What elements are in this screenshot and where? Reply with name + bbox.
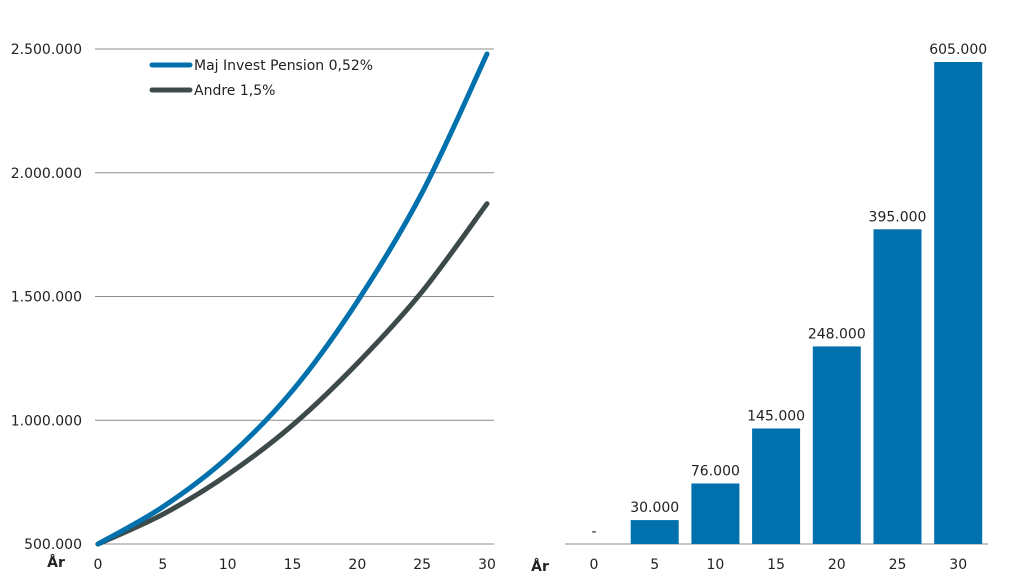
line-series-1 bbox=[95, 201, 490, 547]
line-chart-x-tick-label: 0 bbox=[94, 557, 103, 573]
line-chart-series bbox=[95, 51, 490, 547]
bar-chart-x-axis-label: År bbox=[531, 558, 549, 575]
line-chart-x-tick-label: 5 bbox=[158, 557, 167, 573]
line-chart-y-tick-label: 2.000.000 bbox=[11, 166, 82, 182]
line-chart-x-axis-label: År bbox=[47, 554, 65, 571]
bar-data-label: 76.000 bbox=[691, 463, 740, 479]
bar bbox=[812, 346, 861, 544]
bar-data-label: 145.000 bbox=[747, 408, 805, 424]
bar bbox=[691, 483, 740, 544]
bar-x-tick-label: 0 bbox=[590, 557, 599, 573]
bar-x-tick-label: 15 bbox=[767, 557, 785, 573]
bar bbox=[630, 520, 679, 544]
line-chart-x-tick-label: 10 bbox=[219, 557, 237, 573]
bar-data-label: - bbox=[591, 524, 596, 540]
line-chart-x-tick-labels: 0 5 10 15 20 25 30 bbox=[94, 557, 496, 573]
bar bbox=[873, 229, 922, 544]
line-chart-y-tick-label: 1.000.000 bbox=[11, 413, 82, 429]
bar-chart-bars bbox=[630, 62, 983, 544]
line-chart-x-tick-label: 25 bbox=[413, 557, 431, 573]
bar-chart-data-labels: - 30.000 76.000 145.000 248.000 395.000 605.00… bbox=[591, 42, 987, 540]
line-chart: 500.000 1.000.000 1.500.000 2.000.000 2.500.… bbox=[11, 42, 496, 573]
legend-label: Maj Invest Pension 0,52% bbox=[194, 58, 373, 74]
line-series-0 bbox=[95, 51, 490, 547]
bar-x-tick-label: 10 bbox=[706, 557, 724, 573]
line-chart-y-tick-label: 500.000 bbox=[24, 537, 82, 553]
line-chart-x-tick-label: 30 bbox=[478, 557, 496, 573]
line-chart-x-tick-label: 15 bbox=[284, 557, 302, 573]
bar-chart: - 30.000 76.000 145.000 248.000 395.000 605.00… bbox=[531, 42, 988, 575]
legend-label: Andre 1,5% bbox=[194, 83, 275, 99]
bar bbox=[752, 428, 801, 544]
bar-data-label: 248.000 bbox=[808, 326, 866, 342]
bar-x-tick-label: 20 bbox=[828, 557, 846, 573]
bar bbox=[934, 62, 983, 544]
line-chart-x-tick-label: 20 bbox=[348, 557, 366, 573]
line-chart-legend: Maj Invest Pension 0,52% Andre 1,5% bbox=[149, 58, 373, 99]
line-chart-y-tick-labels: 500.000 1.000.000 1.500.000 2.000.000 2.500.… bbox=[11, 42, 82, 553]
bar-x-tick-label: 25 bbox=[889, 557, 907, 573]
line-chart-y-tick-label: 2.500.000 bbox=[11, 42, 82, 58]
line-chart-y-tick-label: 1.500.000 bbox=[11, 290, 82, 306]
bar-data-label: 605.000 bbox=[929, 42, 987, 58]
bar-x-tick-label: 30 bbox=[949, 557, 967, 573]
bar-x-tick-label: 5 bbox=[650, 557, 659, 573]
bar-data-label: 30.000 bbox=[630, 500, 679, 516]
line-chart-grid bbox=[95, 48, 494, 545]
bar-chart-x-tick-labels: 0 5 10 15 20 25 30 bbox=[590, 557, 968, 573]
bar-data-label: 395.000 bbox=[869, 209, 927, 225]
